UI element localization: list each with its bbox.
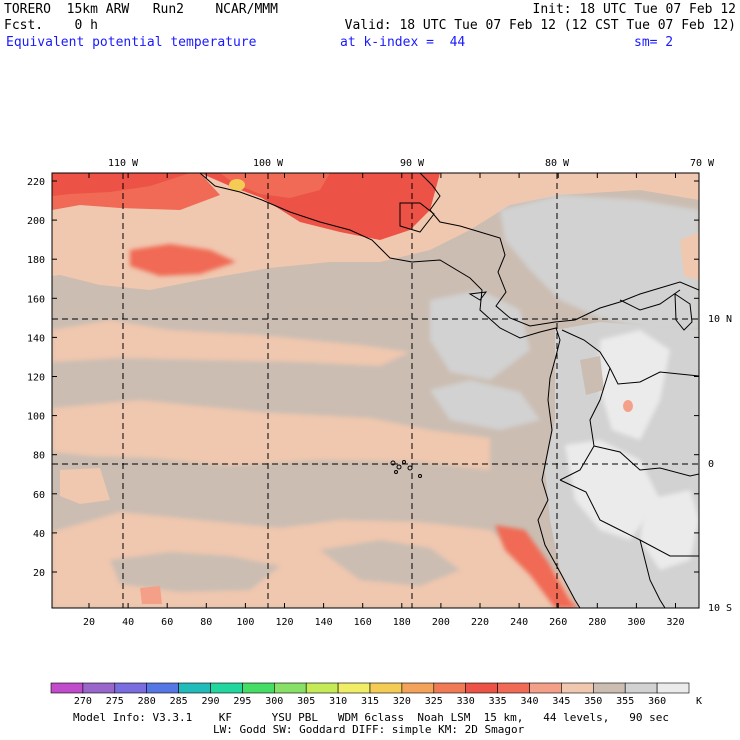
model-info: Model Info: V3.3.1 KF YSU PBL WDM 6class… bbox=[73, 711, 670, 724]
colorbar-label: 280 bbox=[138, 696, 156, 707]
colorbar-swatch bbox=[210, 682, 243, 694]
x-tick-label: 20 bbox=[83, 617, 95, 628]
colorbar-swatch bbox=[433, 682, 466, 694]
x-tick-label: 60 bbox=[161, 617, 173, 628]
colorbar-label: 275 bbox=[106, 696, 124, 707]
axis-ticks bbox=[52, 173, 699, 608]
lon-label-80w: 80 W bbox=[545, 158, 570, 169]
colorbar-label: 325 bbox=[425, 696, 443, 707]
graticule bbox=[52, 173, 699, 608]
colorbar-label: 350 bbox=[584, 696, 602, 707]
map-frame bbox=[51, 172, 700, 609]
physics-info: LW: Godd SW: Goddard DIFF: simple KM: 2D… bbox=[213, 723, 525, 736]
lat-label-0: 0 bbox=[708, 459, 714, 470]
x-tick-label: 240 bbox=[510, 617, 528, 628]
colorbar-label: 340 bbox=[520, 696, 538, 707]
colorbar-swatch bbox=[401, 682, 435, 694]
colorbar-label: 270 bbox=[74, 696, 92, 707]
x-tick-label: 220 bbox=[471, 617, 489, 628]
lon-label-100w: 100 W bbox=[253, 158, 284, 169]
colorbar-swatch bbox=[82, 682, 116, 694]
smoothing-label: sm= 2 bbox=[634, 35, 674, 50]
colorbar-label: 320 bbox=[393, 696, 411, 707]
colorbar-label: 310 bbox=[329, 696, 347, 707]
lon-label-110w: 110 W bbox=[108, 158, 139, 169]
bottom-axis-labels: 20 40 60 80 100 120 140 160 180 200 220 240 260 280 30… bbox=[83, 617, 685, 628]
colorbar-label: 345 bbox=[552, 696, 570, 707]
x-tick-label: 120 bbox=[275, 617, 293, 628]
colorbar-label: 295 bbox=[233, 696, 251, 707]
y-tick-label: 140 bbox=[27, 333, 45, 344]
colorbar-swatch bbox=[242, 682, 275, 694]
lon-label-90w: 90 W bbox=[400, 158, 425, 169]
y-tick-label: 40 bbox=[33, 529, 45, 540]
colorbar-label: 290 bbox=[201, 696, 219, 707]
lat-label-10s: 10 S bbox=[708, 603, 732, 614]
x-tick-label: 80 bbox=[200, 617, 212, 628]
colorbar-unit: K bbox=[696, 696, 702, 707]
colorbar-swatch bbox=[561, 682, 594, 694]
x-tick-label: 300 bbox=[627, 617, 645, 628]
y-tick-label: 220 bbox=[27, 177, 45, 188]
colorbar-label: 285 bbox=[170, 696, 188, 707]
y-tick-label: 80 bbox=[33, 451, 45, 462]
colorbar-swatch bbox=[465, 682, 498, 694]
top-lon-labels: 110 W 100 W 90 W 80 W 70 W bbox=[108, 158, 715, 169]
x-tick-label: 200 bbox=[432, 617, 450, 628]
y-tick-label: 20 bbox=[33, 568, 45, 579]
left-axis-labels: 220 200 180 160 140 120 100 80 60 40 20 bbox=[27, 177, 45, 579]
colorbar-swatch bbox=[337, 682, 371, 694]
colorbar-label: 315 bbox=[361, 696, 379, 707]
x-tick-label: 140 bbox=[315, 617, 333, 628]
y-tick-label: 120 bbox=[27, 373, 45, 384]
colorbar-swatch bbox=[624, 682, 658, 694]
y-tick-label: 160 bbox=[27, 294, 45, 305]
lat-label-10n: 10 N bbox=[708, 314, 732, 325]
y-tick-label: 100 bbox=[27, 412, 45, 423]
colorbar-labels: 270 275 280 285 290 295 300 305 310 315 320 325 330 3… bbox=[74, 696, 666, 707]
colorbar-label: 330 bbox=[457, 696, 475, 707]
x-tick-label: 40 bbox=[122, 617, 134, 628]
colorbar-swatch bbox=[369, 682, 403, 694]
colorbar-swatch bbox=[305, 682, 339, 694]
model-title: TORERO 15km ARW Run2 NCAR/MMM bbox=[4, 2, 278, 17]
x-tick-label: 280 bbox=[588, 617, 606, 628]
x-tick-label: 100 bbox=[236, 617, 254, 628]
y-tick-label: 200 bbox=[27, 216, 45, 227]
colorbar-swatch bbox=[178, 682, 211, 694]
init-time: Init: 18 UTC Tue 07 Feb 12 bbox=[532, 2, 737, 17]
right-lat-labels: 10 N 0 10 S bbox=[708, 314, 732, 614]
colorbar-label: 355 bbox=[616, 696, 634, 707]
field-name: Equivalent potential temperature bbox=[6, 35, 257, 50]
colorbar-swatch bbox=[497, 682, 530, 694]
colorbar-label: 305 bbox=[297, 696, 315, 707]
colorbar-swatch bbox=[50, 682, 84, 694]
colorbar-swatch bbox=[656, 682, 690, 694]
coastlines bbox=[199, 173, 699, 608]
colorbar-swatch bbox=[146, 682, 179, 694]
colorbar-swatch bbox=[273, 682, 307, 694]
forecast-hour: Fcst. 0 h bbox=[4, 18, 98, 33]
x-tick-label: 180 bbox=[393, 617, 411, 628]
colorbar-swatch bbox=[529, 682, 562, 694]
colorbar-label: 300 bbox=[265, 696, 283, 707]
colorbar-label: 335 bbox=[489, 696, 507, 707]
x-tick-label: 320 bbox=[666, 617, 684, 628]
y-tick-label: 60 bbox=[33, 490, 45, 501]
y-tick-label: 180 bbox=[27, 255, 45, 266]
lon-label-70w: 70 W bbox=[690, 158, 715, 169]
theta-e-field bbox=[52, 173, 699, 608]
colorbar bbox=[50, 682, 690, 694]
x-tick-label: 160 bbox=[354, 617, 372, 628]
level-label: at k-index = 44 bbox=[340, 35, 466, 50]
x-tick-label: 260 bbox=[549, 617, 567, 628]
colorbar-label: 360 bbox=[648, 696, 666, 707]
valid-time: Valid: 18 UTC Tue 07 Feb 12 (12 CST Tue … bbox=[344, 18, 736, 33]
colorbar-swatch bbox=[592, 682, 626, 694]
colorbar-swatch bbox=[114, 682, 148, 694]
